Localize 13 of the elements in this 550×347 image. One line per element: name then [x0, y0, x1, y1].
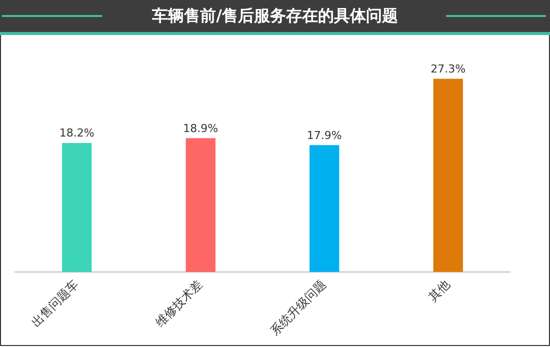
bar: [433, 78, 463, 272]
bar: [310, 145, 340, 272]
x-tick-label: 其他: [426, 277, 452, 304]
x-tick-label: 系统升级问题: [268, 277, 329, 338]
data-label: 17.9%: [306, 128, 342, 142]
data-label: 27.3%: [430, 62, 466, 76]
data-label: 18.9%: [183, 122, 218, 135]
data-label: 18.2%: [59, 126, 94, 140]
bar: [186, 138, 216, 272]
chart-title: 车辆售前/售后服务存在的具体问题: [0, 0, 550, 32]
bar: [62, 143, 92, 272]
x-tick-label: 出售问题车: [28, 277, 82, 330]
x-tick-label: 维修技术差: [152, 277, 205, 330]
